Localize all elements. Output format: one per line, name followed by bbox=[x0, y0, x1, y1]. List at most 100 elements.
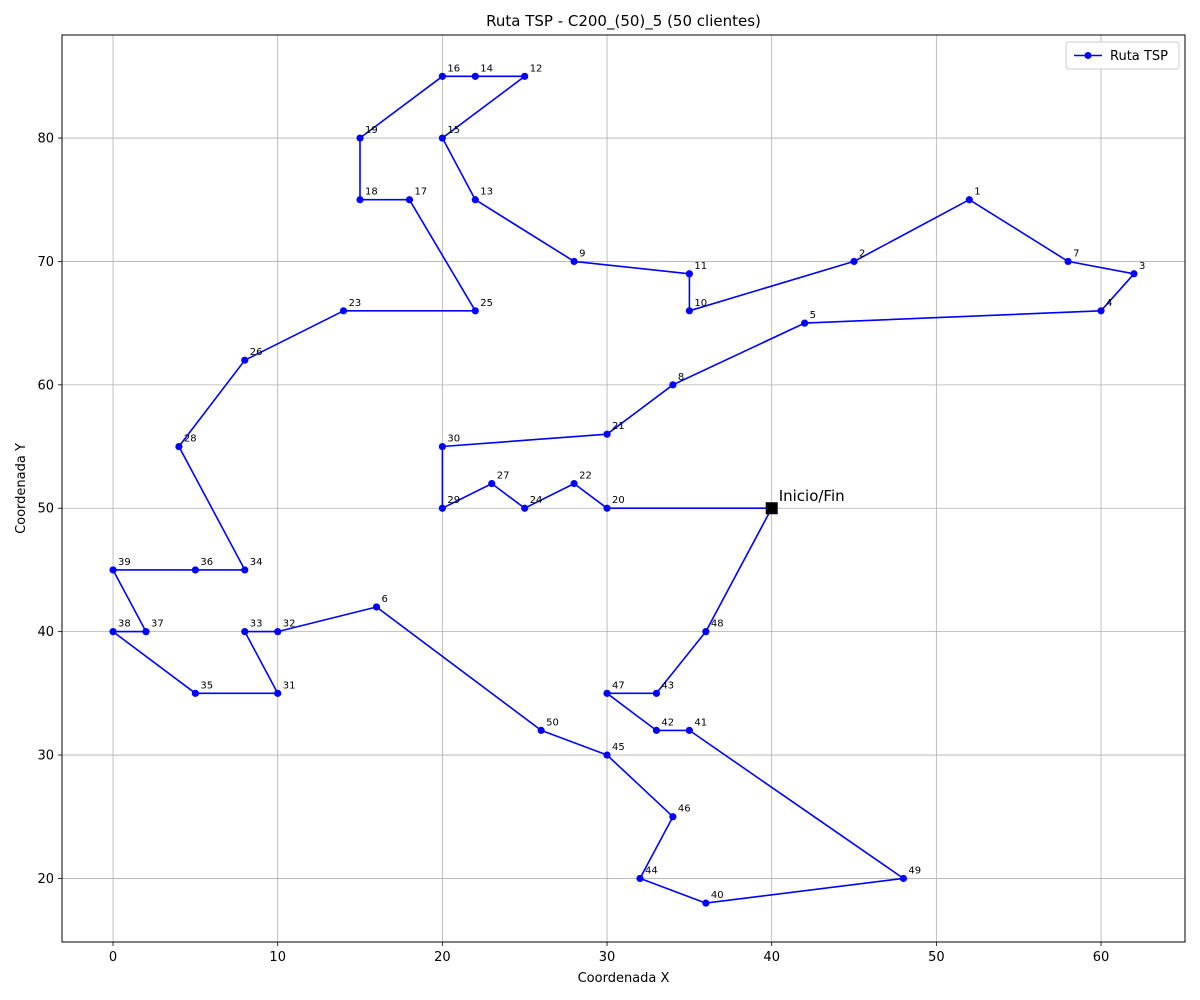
client-point-17 bbox=[405, 196, 414, 204]
client-label-9: 9 bbox=[579, 248, 585, 259]
client-label-39: 39 bbox=[118, 557, 131, 568]
client-label-7: 7 bbox=[1073, 248, 1079, 259]
client-point-2 bbox=[850, 257, 858, 266]
client-point-45 bbox=[603, 751, 611, 759]
client-label-31: 31 bbox=[283, 680, 296, 691]
point-labels: 1234567891011121314151617181920212223242… bbox=[118, 63, 1145, 901]
client-label-41: 41 bbox=[694, 717, 707, 728]
client-point-31 bbox=[274, 689, 282, 697]
client-point-37 bbox=[142, 628, 150, 636]
x-axis-title: Coordenada X bbox=[578, 971, 670, 986]
client-point-29 bbox=[438, 504, 446, 512]
client-point-48 bbox=[702, 628, 710, 636]
x-tick-label: 0 bbox=[109, 950, 117, 965]
client-label-1: 1 bbox=[974, 187, 980, 198]
client-point-32 bbox=[274, 628, 282, 636]
client-label-21: 21 bbox=[612, 421, 625, 432]
axis-ticks: 0 10 20 30 40 50 60 20 30 40 50 60 70 80 bbox=[37, 132, 1109, 965]
client-label-24: 24 bbox=[530, 495, 543, 506]
client-label-49: 49 bbox=[908, 865, 921, 876]
client-point-9 bbox=[570, 257, 578, 266]
legend-marker bbox=[1084, 52, 1092, 59]
client-label-26: 26 bbox=[250, 347, 263, 358]
client-point-14 bbox=[471, 72, 479, 80]
client-label-18: 18 bbox=[365, 187, 378, 198]
client-label-43: 43 bbox=[661, 680, 674, 691]
client-point-36 bbox=[191, 566, 199, 574]
client-point-28 bbox=[175, 442, 183, 451]
legend-label: Ruta TSP bbox=[1110, 49, 1168, 64]
client-label-37: 37 bbox=[151, 619, 164, 630]
client-point-33 bbox=[241, 628, 249, 636]
x-tick-label: 30 bbox=[599, 950, 616, 965]
client-label-5: 5 bbox=[810, 310, 816, 321]
client-label-40: 40 bbox=[711, 890, 724, 901]
client-point-11 bbox=[685, 270, 693, 278]
client-label-34: 34 bbox=[250, 557, 263, 568]
client-point-7 bbox=[1064, 257, 1072, 266]
client-point-6 bbox=[372, 603, 381, 611]
client-point-44 bbox=[636, 874, 644, 883]
client-point-16 bbox=[438, 72, 446, 80]
y-axis-title: Coordenada Y bbox=[14, 443, 29, 534]
client-label-33: 33 bbox=[250, 619, 263, 630]
client-label-19: 19 bbox=[365, 125, 378, 136]
y-tick-label: 20 bbox=[37, 872, 54, 887]
client-label-38: 38 bbox=[118, 619, 131, 630]
client-label-13: 13 bbox=[480, 187, 493, 198]
client-point-41 bbox=[685, 726, 693, 734]
client-label-16: 16 bbox=[447, 63, 460, 74]
client-point-34 bbox=[241, 566, 249, 574]
y-tick-label: 70 bbox=[37, 255, 54, 270]
client-label-44: 44 bbox=[645, 865, 658, 876]
y-tick-label: 60 bbox=[37, 378, 54, 393]
client-label-20: 20 bbox=[612, 495, 625, 506]
client-point-49 bbox=[899, 874, 908, 883]
client-label-2: 2 bbox=[859, 248, 865, 259]
depot-marker bbox=[765, 502, 778, 515]
client-point-30 bbox=[438, 442, 446, 451]
client-point-21 bbox=[603, 430, 611, 438]
client-label-8: 8 bbox=[678, 372, 684, 383]
client-point-23 bbox=[339, 307, 348, 315]
client-point-26 bbox=[241, 356, 249, 364]
client-label-4: 4 bbox=[1106, 298, 1112, 309]
client-point-1 bbox=[965, 196, 973, 204]
client-label-45: 45 bbox=[612, 742, 625, 753]
client-label-47: 47 bbox=[612, 680, 625, 691]
x-tick-label: 20 bbox=[434, 950, 451, 965]
route-points bbox=[109, 72, 1138, 907]
client-label-17: 17 bbox=[414, 187, 427, 198]
route-line bbox=[112, 75, 1135, 904]
legend: Ruta TSP bbox=[1065, 41, 1180, 70]
grid bbox=[62, 35, 1185, 942]
client-point-40 bbox=[702, 899, 710, 907]
client-point-50 bbox=[537, 726, 545, 734]
client-label-25: 25 bbox=[480, 298, 493, 309]
client-point-13 bbox=[471, 196, 479, 204]
client-point-5 bbox=[801, 319, 809, 327]
client-label-14: 14 bbox=[480, 63, 493, 74]
client-label-35: 35 bbox=[200, 680, 213, 691]
client-point-47 bbox=[603, 689, 611, 697]
client-point-20 bbox=[603, 504, 611, 512]
client-point-38 bbox=[109, 628, 117, 636]
client-label-11: 11 bbox=[694, 261, 707, 272]
client-label-15: 15 bbox=[447, 125, 460, 136]
client-label-23: 23 bbox=[349, 298, 362, 309]
route-lines bbox=[112, 75, 1135, 904]
chart-title: Ruta TSP - C200_(50)_5 (50 clientes) bbox=[486, 12, 761, 31]
client-point-3 bbox=[1130, 270, 1138, 278]
client-label-6: 6 bbox=[382, 594, 388, 605]
x-tick-label: 10 bbox=[269, 950, 286, 965]
client-point-25 bbox=[471, 307, 479, 315]
client-label-22: 22 bbox=[579, 471, 592, 482]
client-label-36: 36 bbox=[200, 557, 213, 568]
client-label-28: 28 bbox=[184, 434, 197, 445]
client-point-22 bbox=[570, 479, 578, 488]
client-point-35 bbox=[191, 689, 199, 697]
client-point-19 bbox=[356, 134, 364, 142]
client-point-42 bbox=[652, 726, 661, 734]
